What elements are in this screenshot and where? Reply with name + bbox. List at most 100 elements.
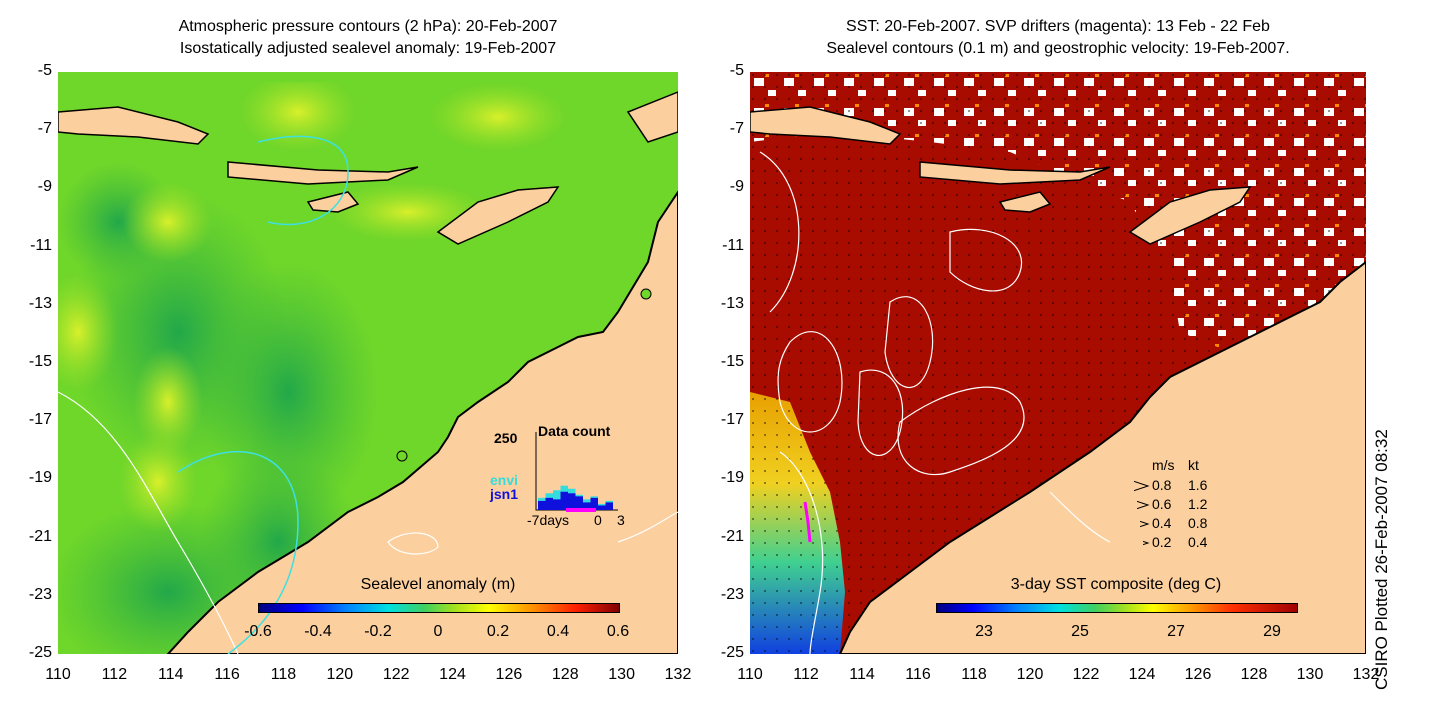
series-jsn1-label: jsn1 — [490, 486, 519, 502]
sealevel-contour — [884, 296, 934, 389]
left-colorbar-label: Sealevel anomaly (m) — [360, 576, 516, 593]
velocity-legend-header-ms: m/s — [1152, 457, 1175, 473]
left-x-tick: 112 — [101, 666, 128, 683]
pressure-contour — [58, 391, 239, 654]
velocity-legend-ms: 0.4 — [1152, 515, 1172, 531]
right-x-tick: 110 — [737, 666, 763, 683]
right-x-tick: 126 — [1184, 666, 1212, 683]
right-x-tick: 116 — [905, 666, 931, 683]
java-island — [58, 106, 210, 145]
data-count-title: Data count — [538, 423, 611, 439]
colorbar-tick: 27 — [1167, 623, 1185, 640]
timor-island — [1128, 186, 1252, 245]
colorbar-tick: 29 — [1263, 623, 1281, 640]
right-x-tick: 118 — [961, 666, 987, 683]
histogram-bar-jsn1 — [583, 502, 591, 510]
left-y-tick: -15 — [28, 353, 52, 370]
left-x-tick: 130 — [608, 666, 635, 683]
left-x-tick: 124 — [439, 666, 466, 683]
histogram-bar-jsn1 — [590, 497, 598, 510]
right-x-tick: 130 — [1296, 666, 1324, 683]
dc-xlabel-start: -7days — [527, 512, 570, 528]
right-y-tick: -19 — [720, 469, 744, 487]
colorbar-tick: 25 — [1071, 623, 1089, 640]
histogram-bar-jsn1 — [605, 502, 613, 510]
flores-island — [919, 161, 1111, 185]
velocity-legend-ms: 0.8 — [1152, 477, 1172, 493]
sst-map[interactable] — [750, 72, 1366, 654]
left-x-tick: 128 — [551, 666, 579, 683]
histogram-bar-jsn1 — [553, 499, 561, 510]
left-y-tick: -23 — [28, 585, 52, 603]
right-y-tick: -15 — [720, 353, 744, 370]
dc-xlabel-end: 3 — [617, 512, 625, 528]
dc-xlabel-zero: 0 — [594, 512, 602, 528]
velocity-legend-kt: 0.4 — [1188, 534, 1208, 550]
colorbar-tick: 0 — [433, 623, 443, 640]
colorbar-tick: -0.4 — [304, 623, 332, 640]
left-y-tick: -25 — [28, 644, 52, 661]
colorbar-tick: 0.6 — [606, 623, 630, 640]
left-title-line2: Isostatically adjusted sealevel anomaly:… — [179, 40, 557, 57]
velocity-legend-ms: 0.6 — [1152, 496, 1172, 512]
left-x-tick: 116 — [214, 666, 240, 683]
sumba-island — [998, 191, 1052, 213]
histogram-bar-jsn1 — [560, 491, 568, 510]
velocity-arrow-icon — [1134, 480, 1150, 492]
velocity-arrow-icon — [1137, 500, 1150, 510]
right-x-tick: 120 — [1016, 666, 1044, 683]
right-y-tick: -7 — [729, 120, 744, 138]
sealevel-anomaly-map[interactable] — [58, 72, 678, 654]
data-count-ymax: 250 — [494, 430, 518, 446]
left-y-tick: -21 — [28, 527, 52, 545]
sumba-island — [306, 191, 360, 213]
eastern-island — [626, 91, 678, 143]
right-x-tick: 112 — [793, 666, 819, 683]
velocity-legend-kt: 0.8 — [1188, 515, 1208, 531]
velocity-legend-header-kt: kt — [1188, 457, 1199, 473]
left-x-tick: 126 — [495, 666, 523, 683]
left-x-tick: 118 — [270, 666, 297, 683]
velocity-arrow-icon — [1140, 520, 1150, 528]
histogram-bar-jsn1 — [568, 493, 576, 510]
left-y-tick: -19 — [28, 469, 52, 487]
colorbar-tick: -0.2 — [364, 623, 392, 640]
right-colorbar — [936, 603, 1298, 613]
right-y-tick: -17 — [720, 411, 744, 429]
left-title-line1: Atmospheric pressure contours (2 hPa): 2… — [178, 18, 558, 35]
sealevel-contour — [857, 369, 904, 456]
right-y-tick: -13 — [720, 294, 744, 312]
svp-drifter-track — [803, 501, 812, 543]
right-x-tick: 128 — [1240, 666, 1268, 683]
left-y-tick: -17 — [28, 411, 52, 429]
colorbar-tick: 0.2 — [486, 623, 510, 640]
left-x-tick: 114 — [157, 666, 184, 683]
left-y-tick: -5 — [37, 62, 52, 79]
histogram-date-marker — [566, 508, 596, 512]
histogram-bar-jsn1 — [598, 505, 606, 510]
pressure-contour-cyan — [177, 450, 299, 654]
sst-map-canvas — [750, 72, 1366, 654]
histogram-bar-jsn1 — [538, 500, 546, 510]
left-x-tick: 132 — [664, 666, 692, 683]
australia-landmass — [838, 260, 1366, 654]
left-x-tick: 110 — [45, 666, 71, 683]
right-y-tick: -9 — [729, 178, 744, 196]
left-x-tick: 122 — [382, 666, 410, 683]
australia-landmass — [166, 190, 678, 654]
series-envi-label: envi — [490, 472, 519, 488]
flores-island — [227, 161, 419, 185]
java-island — [750, 106, 902, 145]
sealevel-contour — [779, 451, 824, 654]
left-x-tick: 120 — [326, 666, 354, 683]
colorbar-tick: 0.4 — [546, 623, 570, 640]
sealevel-contour — [777, 331, 843, 433]
tide-gauge-marker — [396, 450, 408, 462]
left-y-tick: -7 — [37, 120, 52, 138]
right-y-tick: -21 — [720, 527, 744, 545]
pressure-contour-cyan — [257, 135, 349, 226]
left-colorbar — [258, 603, 620, 613]
sealevel-contour — [949, 228, 1023, 292]
velocity-legend-kt: 1.2 — [1188, 496, 1208, 512]
right-x-tick: 132 — [1352, 666, 1380, 683]
